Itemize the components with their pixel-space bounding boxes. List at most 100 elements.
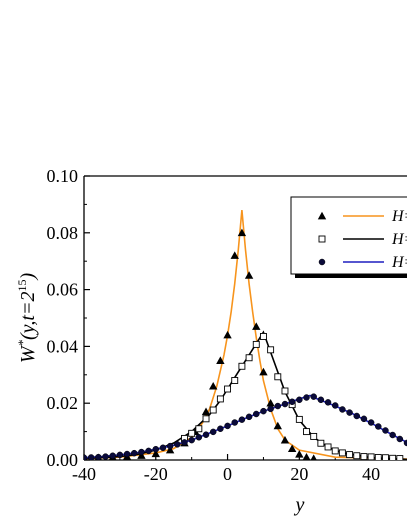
data-point-circle bbox=[87, 454, 95, 460]
svg-text:W*(y,t=215): W*(y,t=215) bbox=[15, 273, 39, 364]
data-point-triangle bbox=[287, 444, 297, 452]
data-point-square bbox=[209, 406, 217, 414]
data-point-square bbox=[389, 454, 397, 460]
data-point-square bbox=[252, 340, 260, 348]
data-point-circle bbox=[267, 405, 274, 413]
y-title-star: * bbox=[15, 340, 30, 347]
data-point-circle bbox=[346, 409, 353, 416]
data-point-circle bbox=[145, 447, 152, 455]
data-point-triangle bbox=[201, 407, 211, 416]
data-point-square bbox=[318, 235, 326, 243]
data-point-square bbox=[374, 453, 382, 460]
x-axis-title: y bbox=[294, 494, 305, 516]
data-point-square bbox=[238, 362, 246, 370]
data-point-square bbox=[331, 447, 339, 455]
data-point-square bbox=[346, 451, 354, 459]
data-point-circle bbox=[260, 407, 267, 415]
data-point-triangle bbox=[317, 211, 327, 220]
data-point-circle bbox=[396, 435, 404, 443]
data-point-circle bbox=[281, 400, 289, 408]
data-point-circle bbox=[109, 452, 116, 459]
data-point-circle bbox=[217, 425, 224, 433]
data-point-triangle bbox=[295, 450, 304, 458]
y-tick-label: 0.06 bbox=[47, 280, 79, 300]
data-point-square bbox=[324, 443, 332, 451]
data-point-circle bbox=[159, 444, 167, 452]
data-point-square bbox=[310, 432, 318, 440]
data-point-square bbox=[231, 377, 239, 384]
data-point-square bbox=[353, 452, 361, 460]
data-point-triangle bbox=[266, 399, 275, 407]
x-tick-label: 20 bbox=[290, 464, 308, 484]
data-point-square bbox=[382, 454, 389, 460]
data-point-circle bbox=[339, 406, 346, 413]
legend-shadow bbox=[295, 273, 407, 278]
data-point-triangle bbox=[165, 445, 175, 454]
data-point-triangle bbox=[151, 449, 160, 458]
y-title-exp: 15 bbox=[15, 280, 29, 292]
y-title-close: ) bbox=[17, 273, 39, 281]
x-ticks: -40 -20 0 20 40 bbox=[72, 454, 380, 484]
data-point-circle bbox=[288, 398, 296, 406]
data-point-square bbox=[195, 425, 203, 433]
data-point-circle bbox=[331, 402, 339, 409]
data-point-circle bbox=[403, 439, 407, 447]
data-point-square bbox=[303, 428, 310, 436]
data-point-triangle bbox=[230, 251, 239, 259]
data-point-circle bbox=[174, 441, 181, 448]
data-point-square bbox=[259, 333, 267, 340]
series-group-3 bbox=[84, 393, 407, 460]
data-point-triangle bbox=[223, 330, 232, 339]
data-point-square bbox=[338, 449, 346, 457]
data-point-circle bbox=[102, 453, 109, 460]
legend-label-1: H= bbox=[391, 208, 407, 225]
data-point-square bbox=[367, 453, 375, 460]
data-point-circle bbox=[123, 450, 131, 458]
series-group-2 bbox=[84, 330, 407, 460]
data-point-circle bbox=[296, 396, 303, 404]
y-tick-label: 0.08 bbox=[47, 223, 79, 243]
y-title-args: (y,t=2 bbox=[17, 292, 39, 341]
series-line-3 bbox=[84, 394, 407, 459]
data-point-circle bbox=[152, 445, 160, 453]
y-title-main: W bbox=[17, 344, 39, 363]
legend-label-2: H= bbox=[391, 231, 407, 248]
data-point-circle bbox=[138, 448, 145, 456]
data-point-triangle bbox=[273, 421, 282, 430]
y-axis-title: W*(y,t=215) bbox=[15, 273, 39, 364]
data-point-circle bbox=[238, 416, 246, 423]
data-point-square bbox=[274, 373, 282, 381]
data-point-circle bbox=[317, 396, 325, 404]
data-point-circle bbox=[245, 413, 253, 421]
data-point-circle bbox=[166, 442, 174, 450]
data-point-circle bbox=[188, 436, 195, 444]
legend: H= H= H= bbox=[290, 196, 407, 278]
data-point-circle bbox=[224, 422, 231, 430]
data-point-circle bbox=[195, 434, 203, 441]
data-point-square bbox=[281, 387, 289, 395]
data-point-triangle bbox=[216, 356, 225, 364]
data-point-circle bbox=[130, 449, 138, 457]
data-point-circle bbox=[324, 399, 332, 406]
x-tick-label: 40 bbox=[362, 464, 380, 484]
data-point-square bbox=[317, 439, 325, 447]
y-ticks: 0.00 0.02 0.04 0.06 0.08 0.10 bbox=[47, 166, 90, 470]
data-point-square bbox=[267, 346, 275, 354]
data-point-triangle bbox=[209, 381, 218, 390]
data-point-circle bbox=[318, 258, 326, 266]
data-point-triangle bbox=[252, 322, 261, 330]
data-point-square bbox=[224, 385, 232, 393]
data-point-circle bbox=[202, 431, 210, 438]
data-point-circle bbox=[253, 410, 260, 418]
data-point-square bbox=[202, 415, 210, 423]
data-point-circle bbox=[389, 431, 396, 439]
data-point-circle bbox=[274, 402, 282, 410]
data-point-circle bbox=[209, 428, 217, 436]
y-tick-label: 0.00 bbox=[47, 450, 79, 470]
y-tick-label: 0.10 bbox=[47, 166, 79, 186]
data-point-circle bbox=[231, 419, 238, 426]
data-point-square bbox=[216, 395, 224, 403]
series-layer bbox=[84, 210, 407, 460]
data-point-circle bbox=[353, 412, 361, 420]
